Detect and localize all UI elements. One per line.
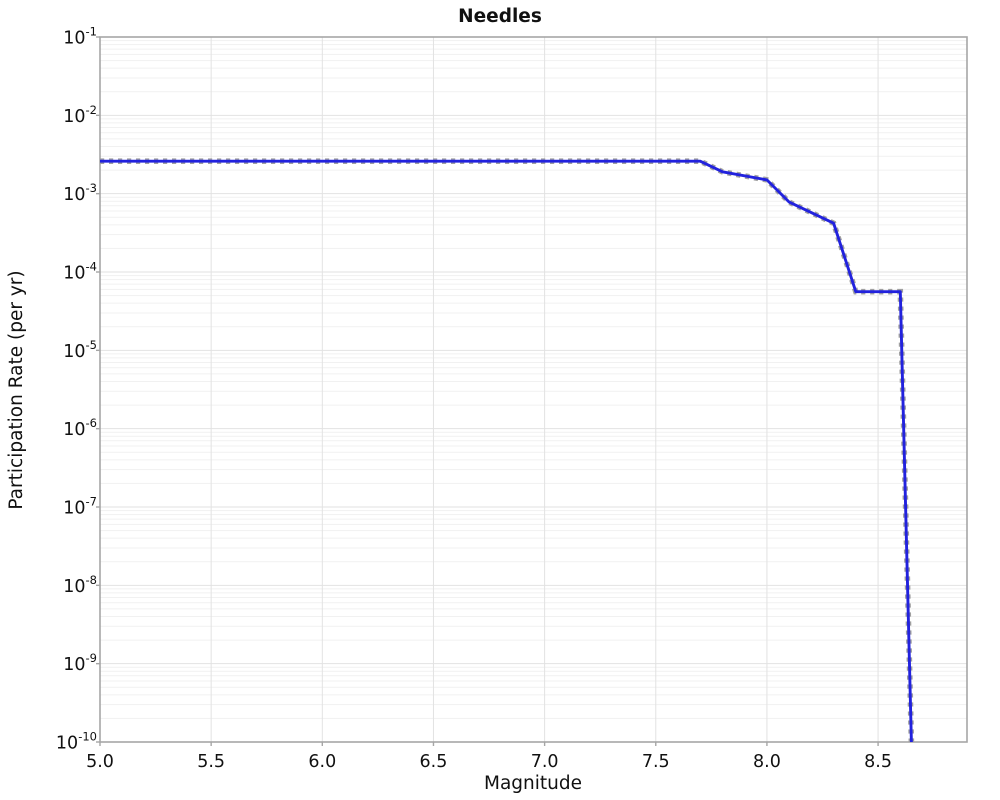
x-tick-label: 8.5 [864, 752, 892, 772]
chart-title: Needles [458, 6, 542, 27]
y-tick-label: 10-8 [63, 573, 97, 597]
x-tick-label: 5.0 [86, 752, 114, 772]
y-tick-label: 10-4 [63, 260, 97, 284]
x-tick-label: 5.5 [197, 752, 225, 772]
x-tick-labels: 5.0 5.5 6.0 6.5 7.0 7.5 8.0 8.5 [86, 752, 892, 772]
minor-gridlines [100, 40, 967, 719]
y-tick-label: 10-5 [63, 338, 97, 362]
y-tick-label: 10-9 [63, 651, 97, 675]
x-tick-label: 8.0 [753, 752, 781, 772]
x-tick-label: 7.0 [531, 752, 559, 772]
axis-ticks [96, 36, 879, 746]
series-line [100, 158, 915, 743]
y-axis-title: Participation Rate (per yr) [6, 270, 27, 509]
plot-border [99, 36, 968, 743]
y-tick-label: 10-1 [63, 25, 97, 49]
x-tick-label: 6.0 [308, 752, 336, 772]
y-tick-label: 10-2 [63, 103, 97, 127]
y-tick-label: 10-7 [63, 495, 97, 519]
x-tick-label: 6.5 [420, 752, 448, 772]
x-axis-title: Magnitude [484, 773, 582, 794]
major-gridlines [100, 36, 967, 743]
vertical-gridlines [210, 37, 879, 742]
y-tick-label: 10-10 [56, 730, 97, 754]
x-tick-label: 7.5 [642, 752, 670, 772]
y-tick-label: 10-3 [63, 181, 97, 205]
y-tick-label: 10-6 [63, 416, 97, 440]
y-tick-labels: 10-1 10-2 10-3 10-4 10-5 10-6 10-7 10-8 10-9 10-1… [56, 25, 97, 754]
